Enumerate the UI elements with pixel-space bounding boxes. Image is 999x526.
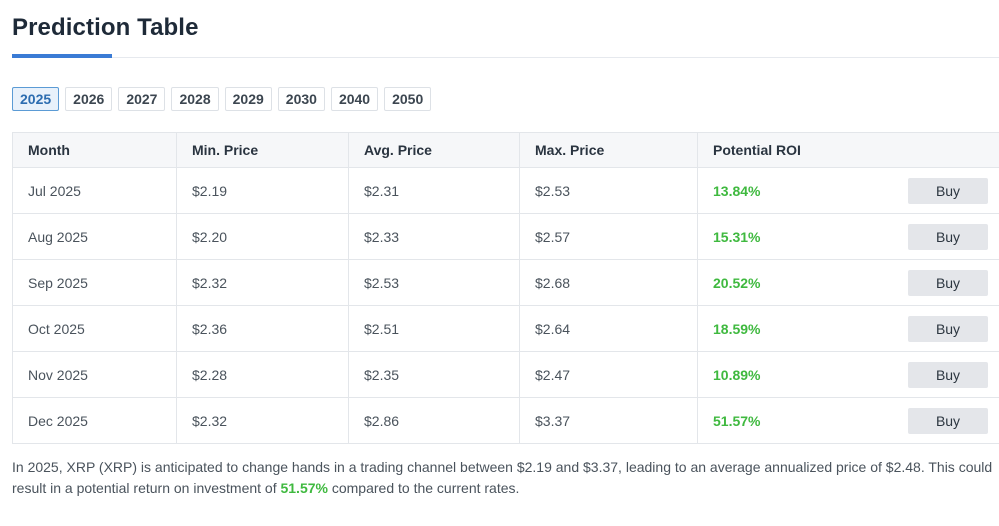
table-row: Aug 2025 $2.20 $2.33 $2.57 15.31% Buy [12, 213, 999, 260]
roi-value: 15.31% [713, 228, 761, 245]
year-tab-2030[interactable]: 2030 [277, 87, 325, 111]
title-underline [12, 54, 112, 58]
cell-month: Dec 2025 [12, 397, 177, 444]
year-tab-2029[interactable]: 2029 [224, 87, 272, 111]
cell-potential-roi: 15.31% Buy [697, 213, 999, 260]
title-section: Prediction Table [12, 0, 999, 58]
column-header-month: Month [12, 132, 177, 168]
table-header-row: Month Min. Price Avg. Price Max. Price P… [12, 132, 999, 168]
roi-value: 10.89% [713, 366, 761, 383]
buy-button[interactable]: Buy [908, 269, 988, 296]
summary-roi-value: 51.57% [280, 480, 328, 496]
year-tab-2025[interactable]: 2025 [12, 87, 60, 111]
cell-max-price: $2.57 [519, 213, 698, 260]
buy-button[interactable]: Buy [908, 223, 988, 250]
cell-potential-roi: 18.59% Buy [697, 305, 999, 352]
cell-max-price: $2.53 [519, 167, 698, 214]
year-tabs: 2025 2026 2027 2028 2029 2030 2040 2050 [12, 87, 432, 111]
prediction-table: Month Min. Price Avg. Price Max. Price P… [12, 132, 999, 444]
roi-value: 51.57% [713, 412, 761, 429]
year-tab-2028[interactable]: 2028 [171, 87, 219, 111]
cell-max-price: $2.68 [519, 259, 698, 306]
cell-max-price: $3.37 [519, 397, 698, 444]
prediction-table-container: Month Min. Price Avg. Price Max. Price P… [12, 132, 999, 444]
cell-month: Nov 2025 [12, 351, 177, 398]
buy-button[interactable]: Buy [908, 315, 988, 342]
cell-month: Oct 2025 [12, 305, 177, 352]
cell-min-price: $2.19 [176, 167, 349, 214]
column-header-min-price: Min. Price [176, 132, 349, 168]
table-row: Sep 2025 $2.32 $2.53 $2.68 20.52% Buy [12, 259, 999, 306]
cell-max-price: $2.47 [519, 351, 698, 398]
cell-avg-price: $2.35 [348, 351, 520, 398]
roi-value: 18.59% [713, 320, 761, 337]
year-tab-2050[interactable]: 2050 [384, 87, 432, 111]
buy-button[interactable]: Buy [908, 177, 988, 204]
column-header-max-price: Max. Price [519, 132, 698, 168]
cell-month: Sep 2025 [12, 259, 177, 306]
table-row: Dec 2025 $2.32 $2.86 $3.37 51.57% Buy [12, 397, 999, 444]
year-tab-2027[interactable]: 2027 [118, 87, 166, 111]
cell-min-price: $2.32 [176, 397, 349, 444]
table-row: Nov 2025 $2.28 $2.35 $2.47 10.89% Buy [12, 351, 999, 398]
roi-value: 20.52% [713, 274, 761, 291]
table-row: Oct 2025 $2.36 $2.51 $2.64 18.59% Buy [12, 305, 999, 352]
cell-min-price: $2.32 [176, 259, 349, 306]
cell-month: Jul 2025 [12, 167, 177, 214]
column-header-potential-roi: Potential ROI [697, 132, 999, 168]
cell-potential-roi: 51.57% Buy [697, 397, 999, 444]
cell-avg-price: $2.51 [348, 305, 520, 352]
column-header-avg-price: Avg. Price [348, 132, 520, 168]
summary-text-before: In 2025, XRP (XRP) is anticipated to cha… [12, 459, 993, 496]
cell-avg-price: $2.33 [348, 213, 520, 260]
cell-avg-price: $2.53 [348, 259, 520, 306]
year-tab-2040[interactable]: 2040 [330, 87, 379, 111]
cell-min-price: $2.20 [176, 213, 349, 260]
cell-avg-price: $2.31 [348, 167, 520, 214]
roi-value: 13.84% [713, 182, 761, 199]
cell-month: Aug 2025 [12, 213, 177, 260]
cell-min-price: $2.28 [176, 351, 349, 398]
cell-potential-roi: 13.84% Buy [697, 167, 999, 214]
cell-potential-roi: 10.89% Buy [697, 351, 999, 398]
buy-button[interactable]: Buy [908, 361, 988, 388]
summary-text-after: compared to the current rates. [327, 480, 520, 496]
buy-button[interactable]: Buy [908, 407, 988, 434]
cell-min-price: $2.36 [176, 305, 349, 352]
table-row: Jul 2025 $2.19 $2.31 $2.53 13.84% Buy [12, 167, 999, 214]
cell-max-price: $2.64 [519, 305, 698, 352]
year-tab-2026[interactable]: 2026 [65, 87, 113, 111]
cell-potential-roi: 20.52% Buy [697, 259, 999, 306]
page-title: Prediction Table [12, 14, 199, 41]
summary-paragraph: In 2025, XRP (XRP) is anticipated to cha… [12, 457, 997, 499]
cell-avg-price: $2.86 [348, 397, 520, 444]
